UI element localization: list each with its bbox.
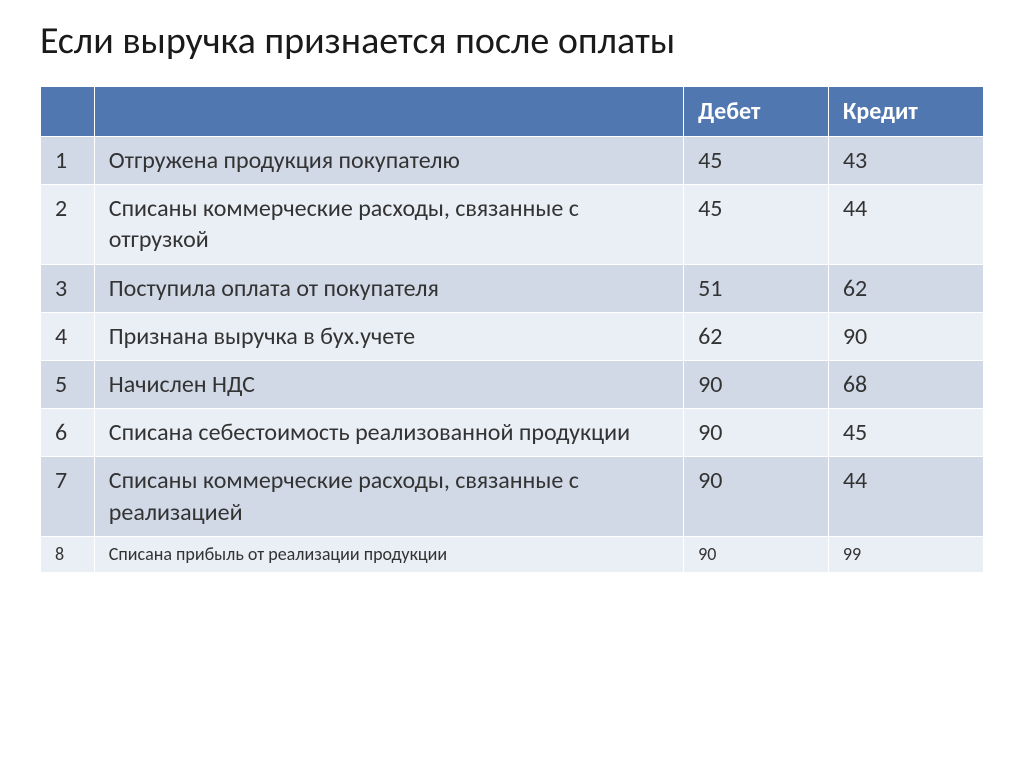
table-row: 3Поступила оплата от покупателя5162 (41, 264, 984, 312)
page-title: Если выручка признается после оплаты (40, 18, 984, 64)
cell-num: 3 (41, 264, 95, 312)
cell-debit: 45 (684, 137, 829, 185)
cell-debit: 62 (684, 312, 829, 360)
cell-credit: 68 (828, 360, 983, 408)
table-row: 4Признана выручка в бух.учете6290 (41, 312, 984, 360)
cell-debit: 90 (684, 409, 829, 457)
accounting-table: Дебет Кредит 1Отгружена продукция покупа… (40, 86, 984, 573)
table-row: 5Начислен НДС9068 (41, 360, 984, 408)
table-row: 7Списаны коммерческие расходы, связанные… (41, 457, 984, 536)
col-header-num (41, 87, 95, 137)
col-header-desc (94, 87, 683, 137)
table-header-row: Дебет Кредит (41, 87, 984, 137)
table-row: 1Отгружена продукция покупателю4543 (41, 137, 984, 185)
cell-debit: 90 (684, 457, 829, 536)
cell-num: 7 (41, 457, 95, 536)
cell-desc: Списаны коммерческие расходы, связанные … (94, 185, 683, 264)
cell-num: 2 (41, 185, 95, 264)
cell-num: 6 (41, 409, 95, 457)
cell-debit: 45 (684, 185, 829, 264)
cell-desc: Начислен НДС (94, 360, 683, 408)
table-row: 2Списаны коммерческие расходы, связанные… (41, 185, 984, 264)
col-header-debit: Дебет (684, 87, 829, 137)
cell-desc: Списаны коммерческие расходы, связанные … (94, 457, 683, 536)
cell-credit: 99 (828, 536, 983, 572)
cell-credit: 90 (828, 312, 983, 360)
cell-desc: Списана себестоимость реализованной прод… (94, 409, 683, 457)
table-row: 6Списана себестоимость реализованной про… (41, 409, 984, 457)
cell-num: 4 (41, 312, 95, 360)
cell-num: 1 (41, 137, 95, 185)
cell-credit: 44 (828, 457, 983, 536)
cell-credit: 45 (828, 409, 983, 457)
col-header-credit: Кредит (828, 87, 983, 137)
cell-desc: Признана выручка в бух.учете (94, 312, 683, 360)
cell-debit: 90 (684, 536, 829, 572)
cell-debit: 90 (684, 360, 829, 408)
cell-credit: 43 (828, 137, 983, 185)
cell-debit: 51 (684, 264, 829, 312)
table-row: 8Списана прибыль от реализации продукции… (41, 536, 984, 572)
cell-num: 5 (41, 360, 95, 408)
cell-desc: Отгружена продукция покупателю (94, 137, 683, 185)
cell-desc: Списана прибыль от реализации продукции (94, 536, 683, 572)
cell-credit: 62 (828, 264, 983, 312)
cell-credit: 44 (828, 185, 983, 264)
cell-desc: Поступила оплата от покупателя (94, 264, 683, 312)
cell-num: 8 (41, 536, 95, 572)
